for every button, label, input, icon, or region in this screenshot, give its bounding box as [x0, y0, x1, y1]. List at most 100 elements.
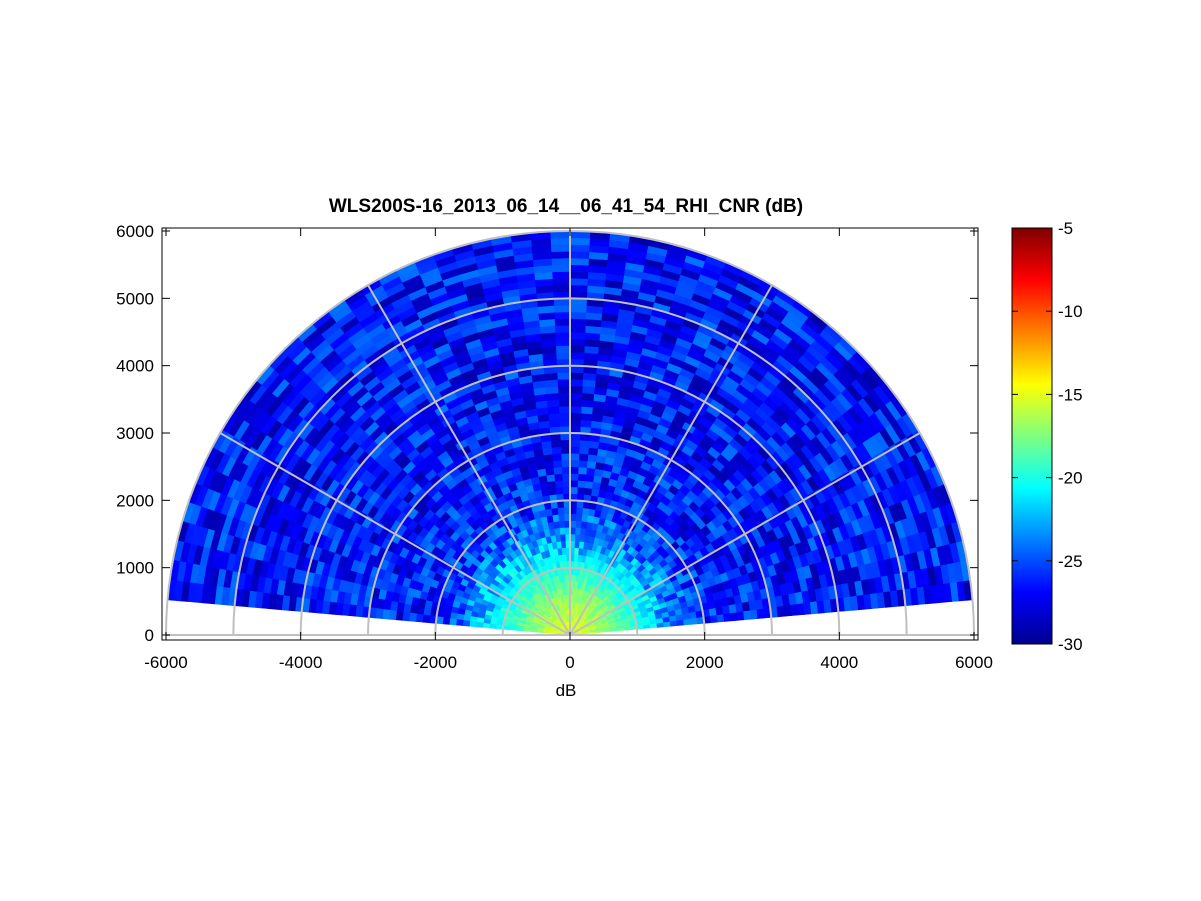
cnr-cell	[569, 331, 586, 340]
cnr-cell	[569, 459, 580, 468]
cnr-cell	[576, 486, 585, 495]
cnr-cell	[547, 487, 557, 496]
cnr-cell	[544, 379, 559, 388]
y-tick-label: 1000	[116, 559, 154, 578]
cnr-cell	[388, 609, 397, 621]
cnr-cell	[551, 453, 562, 462]
cnr-cell	[569, 412, 582, 421]
cnr-cell	[401, 611, 411, 622]
cnr-cell	[553, 473, 563, 482]
radial-line	[367, 284, 571, 636]
cnr-cell	[578, 446, 589, 455]
cnr-cell	[569, 419, 582, 427]
cnr-cell	[422, 614, 431, 624]
cnr-cell	[569, 466, 579, 474]
cnr-cell	[552, 284, 571, 293]
cnr-cell	[547, 405, 560, 415]
cnr-cell	[557, 385, 571, 394]
cnr-cell	[558, 419, 571, 427]
cnr-cell	[557, 392, 571, 400]
cnr-cell	[743, 609, 752, 621]
cnr-cell	[569, 378, 583, 387]
cnr-cell	[569, 304, 587, 313]
cnr-cell	[562, 486, 571, 495]
cnr-cell	[546, 480, 556, 489]
cnr-cell	[573, 553, 579, 562]
colorbar-tick-label: -25	[1058, 552, 1083, 571]
x-tick-label: 0	[565, 653, 574, 672]
cnr-cell	[580, 412, 593, 421]
cnr-cell	[489, 623, 497, 629]
cnr-cell	[547, 412, 560, 421]
chart-title: WLS200S-16_2013_06_14__06_41_54_RHI_CNR …	[329, 196, 803, 217]
cnr-cell	[551, 264, 571, 273]
cnr-cell	[569, 318, 586, 326]
cnr-cell	[546, 399, 560, 408]
cnr-cell	[559, 439, 571, 448]
cnr-cell	[709, 614, 718, 624]
cnr-cell	[555, 351, 571, 360]
cnr-cell	[569, 324, 586, 333]
cnr-cell	[569, 452, 580, 461]
cnr-cell	[580, 520, 588, 529]
cnr-cell	[569, 351, 585, 360]
cnr-cell	[729, 611, 739, 622]
cnr-cell	[574, 533, 581, 542]
cnr-cell	[462, 619, 471, 627]
cnr-cell	[573, 547, 579, 555]
cnr-cell	[569, 284, 588, 293]
cnr-cell	[723, 612, 732, 622]
cnr-cell	[552, 277, 571, 286]
cnr-cell	[550, 244, 571, 253]
cnr-cell	[408, 612, 417, 622]
cnr-cell	[551, 271, 571, 279]
y-tick-label: 4000	[116, 357, 154, 376]
cnr-cell	[574, 520, 582, 529]
cnr-cell	[569, 473, 579, 481]
cnr-cell	[551, 446, 562, 455]
colorbar-tick-label: -30	[1058, 635, 1083, 654]
cnr-cell	[515, 627, 524, 632]
colorbar-tick-label: -10	[1058, 302, 1083, 321]
cnr-cell	[448, 618, 457, 626]
cnr-cell	[561, 466, 571, 474]
cnr-cell	[560, 459, 571, 468]
cnr-cell	[582, 372, 597, 381]
cnr-cell	[580, 514, 589, 523]
colorbar-ticks: -5 -10 -15 -20 -25 -30	[1012, 219, 1083, 654]
y-tick-label: 2000	[116, 491, 154, 510]
cnr-cell	[442, 610, 452, 619]
cnr-cell	[569, 405, 582, 414]
cnr-cell	[569, 237, 590, 246]
cnr-cell	[558, 398, 571, 407]
cnr-cell	[543, 372, 558, 381]
cnr-cell	[553, 311, 571, 320]
polar-grid	[165, 230, 975, 636]
cnr-cell	[569, 257, 589, 266]
cnr-cell	[482, 622, 491, 629]
cnr-cell	[569, 250, 590, 259]
cnr-cell	[469, 620, 477, 628]
cnr-cell	[579, 527, 587, 536]
cnr-cell	[545, 473, 556, 483]
cnr-cell	[558, 405, 571, 414]
cnr-cell	[415, 613, 424, 623]
cnr-cell	[509, 626, 517, 631]
cnr-cell	[557, 506, 565, 515]
cnr-cell	[574, 527, 581, 535]
cnr-cell	[581, 385, 595, 395]
cnr-cell	[558, 520, 566, 529]
cnr-cell	[569, 311, 587, 320]
cnr-cell	[576, 479, 586, 488]
x-tick-label: 2000	[686, 653, 724, 672]
cnr-cell	[544, 467, 555, 476]
cnr-cell	[557, 378, 571, 387]
cnr-cell	[580, 399, 594, 408]
cnr-cell	[475, 621, 484, 628]
colorbar-tick-label: -20	[1058, 469, 1083, 488]
cnr-cell	[569, 271, 589, 279]
cnr-cell	[554, 331, 571, 340]
y-tick-label: 5000	[116, 289, 154, 308]
cnr-cell	[569, 392, 583, 400]
